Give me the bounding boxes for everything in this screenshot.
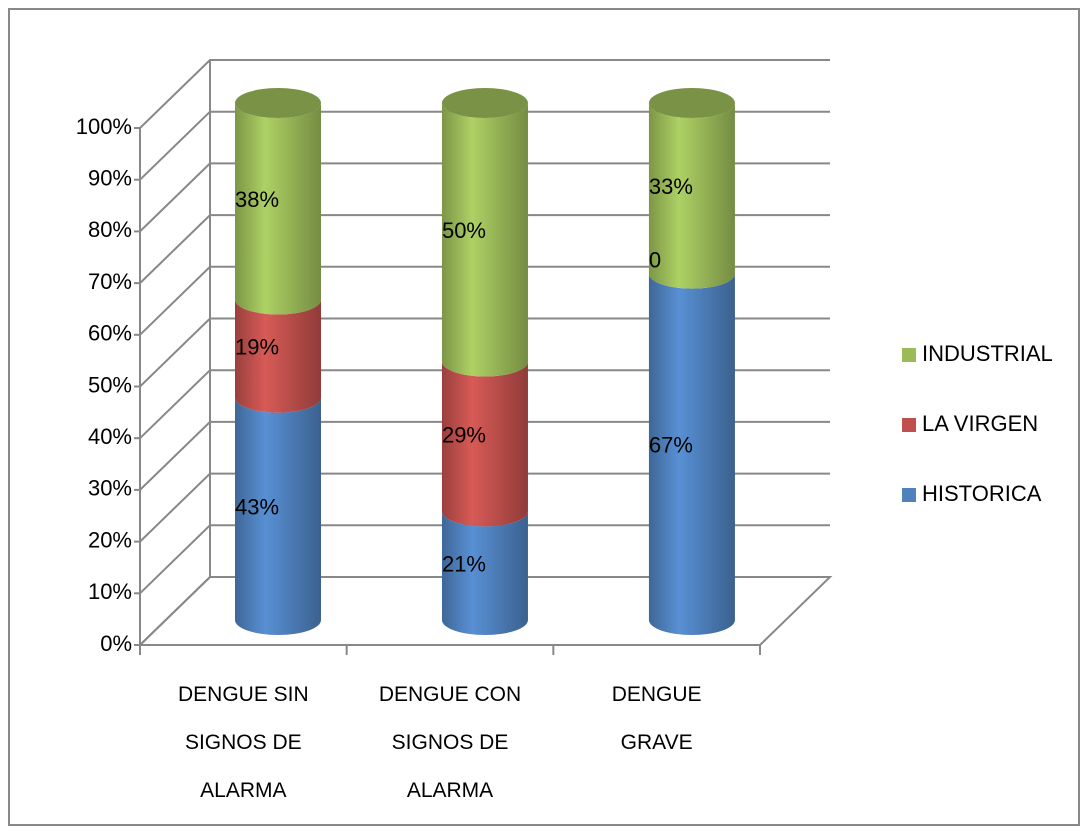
data-label: 67% xyxy=(649,433,693,458)
grid-line xyxy=(139,420,830,491)
cylinder-segment xyxy=(441,103,528,377)
legend-label: HISTORICA xyxy=(922,481,1042,506)
y-tick-label: 90% xyxy=(88,166,132,191)
grid-line xyxy=(139,265,830,336)
grid-line xyxy=(139,576,830,646)
legend-swatch xyxy=(902,418,916,432)
x-tick-label: DENGUE GRAVE xyxy=(611,683,702,754)
legend-swatch xyxy=(902,488,916,502)
cylinder-segment xyxy=(441,361,528,527)
data-label: 19% xyxy=(235,334,279,359)
grid-line xyxy=(139,317,830,388)
y-tick-label: 0% xyxy=(100,631,132,656)
legend-label: LA VIRGEN xyxy=(922,411,1038,436)
y-tick-label: 10% xyxy=(88,579,132,604)
cylinder-top xyxy=(648,88,735,118)
x-tick-label: DENGUE CON SIGNOS DE ALARMA xyxy=(378,683,522,802)
chart-frame xyxy=(8,8,1080,826)
grid-line xyxy=(139,524,830,595)
cylinder-top xyxy=(441,88,528,118)
data-label: 21% xyxy=(442,552,486,577)
legend-swatch xyxy=(902,348,916,362)
y-tick-label: 40% xyxy=(88,424,132,449)
data-label: 38% xyxy=(235,187,279,212)
grid-line xyxy=(139,110,830,181)
y-tick-label: 70% xyxy=(88,269,132,294)
data-label: 43% xyxy=(235,495,279,520)
grid-line xyxy=(139,214,830,284)
legend-label: INDUSTRIAL xyxy=(922,341,1053,366)
x-tick-label: DENGUE SIN SIGNOS DE ALARMA xyxy=(177,683,309,802)
cylinder-top xyxy=(235,88,321,118)
data-label: 50% xyxy=(442,218,486,243)
cylinder-segment xyxy=(648,103,735,289)
data-label: 33% xyxy=(649,174,693,199)
grid-line xyxy=(139,472,830,543)
cylinder-segment xyxy=(235,397,321,635)
y-tick-label: 20% xyxy=(88,527,132,552)
y-tick-label: 80% xyxy=(88,217,132,242)
y-tick-label: 50% xyxy=(88,372,132,397)
y-tick-label: 60% xyxy=(88,321,132,346)
y-tick-label: 100% xyxy=(76,114,132,139)
y-tick-label: 30% xyxy=(88,476,132,501)
data-label: 29% xyxy=(442,422,486,447)
cylinder-segment xyxy=(441,511,528,636)
grid-line xyxy=(139,59,830,129)
cylinder-segment xyxy=(648,273,735,635)
grid-line xyxy=(139,369,830,439)
data-label: 0 xyxy=(649,247,661,272)
grid-line xyxy=(139,162,830,233)
cylinder-segment xyxy=(235,103,321,315)
cylinder-segment xyxy=(235,299,321,413)
